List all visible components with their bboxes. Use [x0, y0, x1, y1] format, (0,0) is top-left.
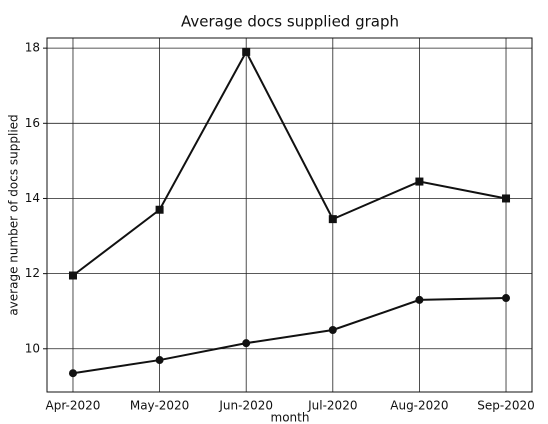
x-tick-label: May-2020	[130, 399, 189, 413]
y-tick-label: 10	[25, 341, 40, 355]
y-tick-label: 18	[25, 41, 40, 55]
marker	[328, 325, 337, 334]
marker	[155, 356, 164, 365]
marker	[415, 295, 424, 304]
x-axis-label: month	[271, 411, 310, 424]
line-series	[72, 297, 507, 375]
marker	[415, 177, 424, 186]
marker	[68, 271, 77, 280]
x-tick-label: Sep-2020	[477, 399, 535, 413]
y-tick-label: 12	[25, 266, 40, 280]
x-tick-label: Apr-2020	[46, 399, 101, 413]
marker	[242, 339, 251, 348]
plot-frame	[46, 37, 533, 393]
marker	[328, 215, 337, 224]
y-tick-label: 14	[25, 191, 40, 205]
line-series	[72, 49, 507, 277]
marker	[502, 194, 511, 203]
marker	[502, 294, 511, 303]
marker	[242, 47, 251, 56]
marker	[155, 205, 164, 214]
x-tick-label: Aug-2020	[390, 399, 448, 413]
chart-title: Average docs supplied graph	[181, 13, 399, 31]
marker	[68, 369, 77, 378]
y-axis-label: average number of docs supplied	[7, 114, 21, 315]
x-tick-label: Jun-2020	[218, 399, 273, 413]
x-tick-label: Jul-2020	[307, 399, 357, 413]
y-tick-label: 16	[25, 116, 40, 130]
